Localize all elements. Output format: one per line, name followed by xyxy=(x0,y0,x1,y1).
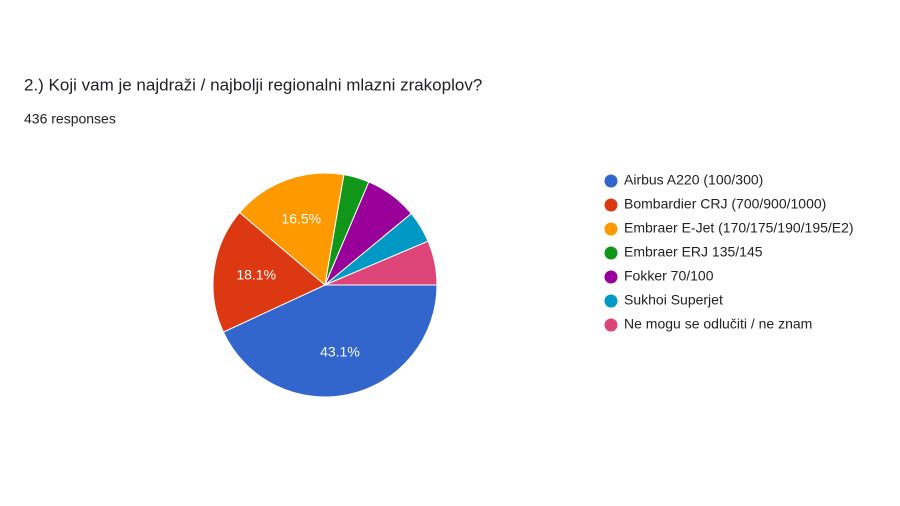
pie-slice xyxy=(222,284,438,398)
legend-marker xyxy=(604,174,618,188)
legend-label: Bombardier CRJ (700/900/1000) xyxy=(624,196,826,212)
slice-label: 16.5% xyxy=(281,210,321,226)
legend-marker xyxy=(604,198,618,212)
legend-label: Airbus A220 (100/300) xyxy=(624,172,763,188)
legend-label: Fokker 70/100 xyxy=(624,268,714,284)
legend-label: Embraer ERJ 135/145 xyxy=(624,244,763,260)
legend-marker xyxy=(604,294,618,308)
legend-label: Embraer E-Jet (170/175/190/195/E2) xyxy=(624,220,854,236)
pie-slice xyxy=(212,211,326,333)
legend-marker xyxy=(604,246,618,260)
legend-marker xyxy=(604,318,618,332)
slice-label: 18.1% xyxy=(236,266,276,282)
chart-subtitle: 436 responses xyxy=(24,111,116,127)
chart-title: 2.) Koji vam je najdraži / najbolji regi… xyxy=(24,75,482,94)
legend-marker xyxy=(604,270,618,284)
pie-slice xyxy=(324,240,438,286)
slice-label: 43.1% xyxy=(320,344,360,360)
pie-slice xyxy=(238,172,345,286)
legend-marker xyxy=(604,222,618,236)
legend-label: Ne mogu se odlučiti / ne znam xyxy=(624,316,812,332)
legend-label: Sukhoi Superjet xyxy=(624,292,723,308)
